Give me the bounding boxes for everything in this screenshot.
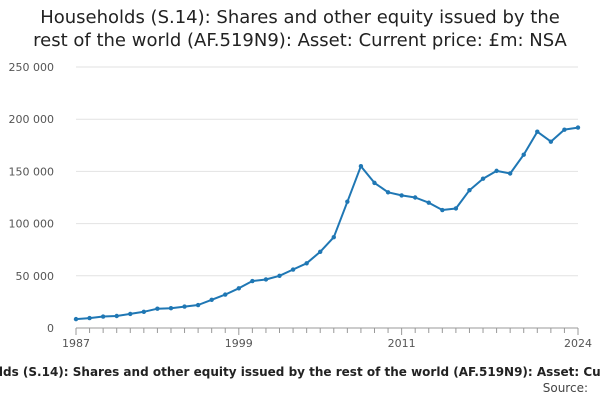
data-point[interactable] — [263, 277, 269, 282]
data-point[interactable] — [223, 292, 228, 297]
data-point[interactable] — [548, 139, 554, 144]
data-point[interactable] — [345, 199, 350, 204]
data-point[interactable] — [480, 176, 486, 181]
data-point[interactable] — [358, 163, 364, 169]
data-point[interactable] — [318, 249, 323, 254]
y-tick-label: 100 000 — [9, 218, 55, 231]
data-point[interactable] — [155, 306, 160, 311]
x-tick-label: 2011 — [388, 337, 416, 350]
chart-title-line-2: rest of the world (AF.519N9): Asset: Cur… — [33, 30, 567, 51]
source-label: Source: — [542, 381, 588, 395]
data-point[interactable] — [168, 305, 174, 311]
data-point[interactable] — [195, 302, 201, 308]
data-point[interactable] — [399, 193, 404, 198]
data-point[interactable] — [209, 297, 214, 303]
data-point[interactable] — [141, 309, 147, 315]
data-point[interactable] — [507, 171, 513, 176]
x-tick-label: 1999 — [225, 337, 253, 350]
data-point[interactable] — [73, 316, 79, 322]
y-tick-label: 150 000 — [9, 165, 55, 178]
data-point[interactable] — [385, 190, 391, 195]
data-point[interactable] — [426, 200, 431, 205]
data-point[interactable] — [290, 267, 296, 272]
series-line — [75, 126, 579, 321]
data-point[interactable] — [440, 207, 445, 213]
series-legend-label: Households (S.14): Shares and other equi… — [0, 365, 600, 379]
data-point[interactable] — [467, 187, 472, 193]
y-tick-label: 250 000 — [9, 61, 55, 74]
series-group — [73, 125, 581, 322]
data-point[interactable] — [87, 315, 92, 321]
chart-title: Households (S.14): Shares and other equi… — [0, 6, 600, 52]
y-tick-label: 200 000 — [9, 113, 55, 126]
data-point[interactable] — [453, 206, 459, 211]
data-point[interactable] — [412, 195, 418, 200]
data-point[interactable] — [562, 127, 567, 132]
y-axis: 0 50 000 100 000 150 000 200 000 250 000 — [9, 61, 55, 335]
data-point[interactable] — [114, 313, 119, 319]
x-tick-label: 2024 — [564, 337, 592, 350]
data-point[interactable] — [250, 278, 255, 284]
data-point[interactable] — [535, 129, 540, 134]
data-point[interactable] — [521, 152, 526, 157]
data-point[interactable] — [304, 261, 309, 266]
x-tick-label: 1987 — [62, 337, 90, 350]
data-point[interactable] — [331, 234, 336, 240]
data-point[interactable] — [575, 125, 581, 130]
y-tick-label: 50 000 — [16, 270, 55, 283]
data-point[interactable] — [236, 286, 242, 291]
data-point[interactable] — [494, 168, 499, 174]
data-point[interactable] — [372, 180, 377, 186]
data-point[interactable] — [128, 311, 133, 317]
x-axis: 1987 1999 2011 2024 — [62, 327, 592, 350]
y-tick-label: 0 — [47, 322, 54, 335]
data-point[interactable] — [182, 304, 187, 309]
chart-title-line-1: Households (S.14): Shares and other equi… — [40, 7, 560, 28]
data-point[interactable] — [277, 273, 282, 278]
data-point[interactable] — [100, 314, 106, 319]
